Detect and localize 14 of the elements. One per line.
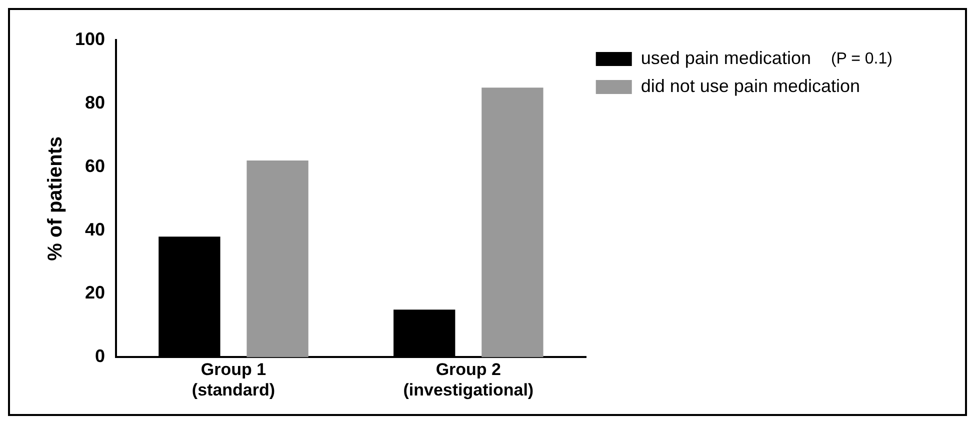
- bar: [246, 160, 308, 358]
- y-tick-label: 20: [85, 282, 106, 303]
- y-tick-label: 80: [85, 92, 106, 112]
- y-tick-label: 0: [95, 346, 106, 366]
- y-tick-label: 40: [85, 219, 106, 240]
- y-tick-label: 60: [85, 156, 106, 176]
- legend-label: used pain medication: [640, 48, 811, 68]
- text: (P = 0.1): [830, 50, 892, 68]
- y-axis-title: % of patients: [44, 136, 67, 261]
- y-tick-label: 100: [74, 28, 106, 49]
- x-tick-label: Group 2 (investigational): [403, 360, 534, 400]
- legend-label: did not use pain medication: [640, 76, 860, 96]
- bar: [482, 88, 544, 358]
- x-tick-label: Group 1 (standard): [192, 360, 276, 400]
